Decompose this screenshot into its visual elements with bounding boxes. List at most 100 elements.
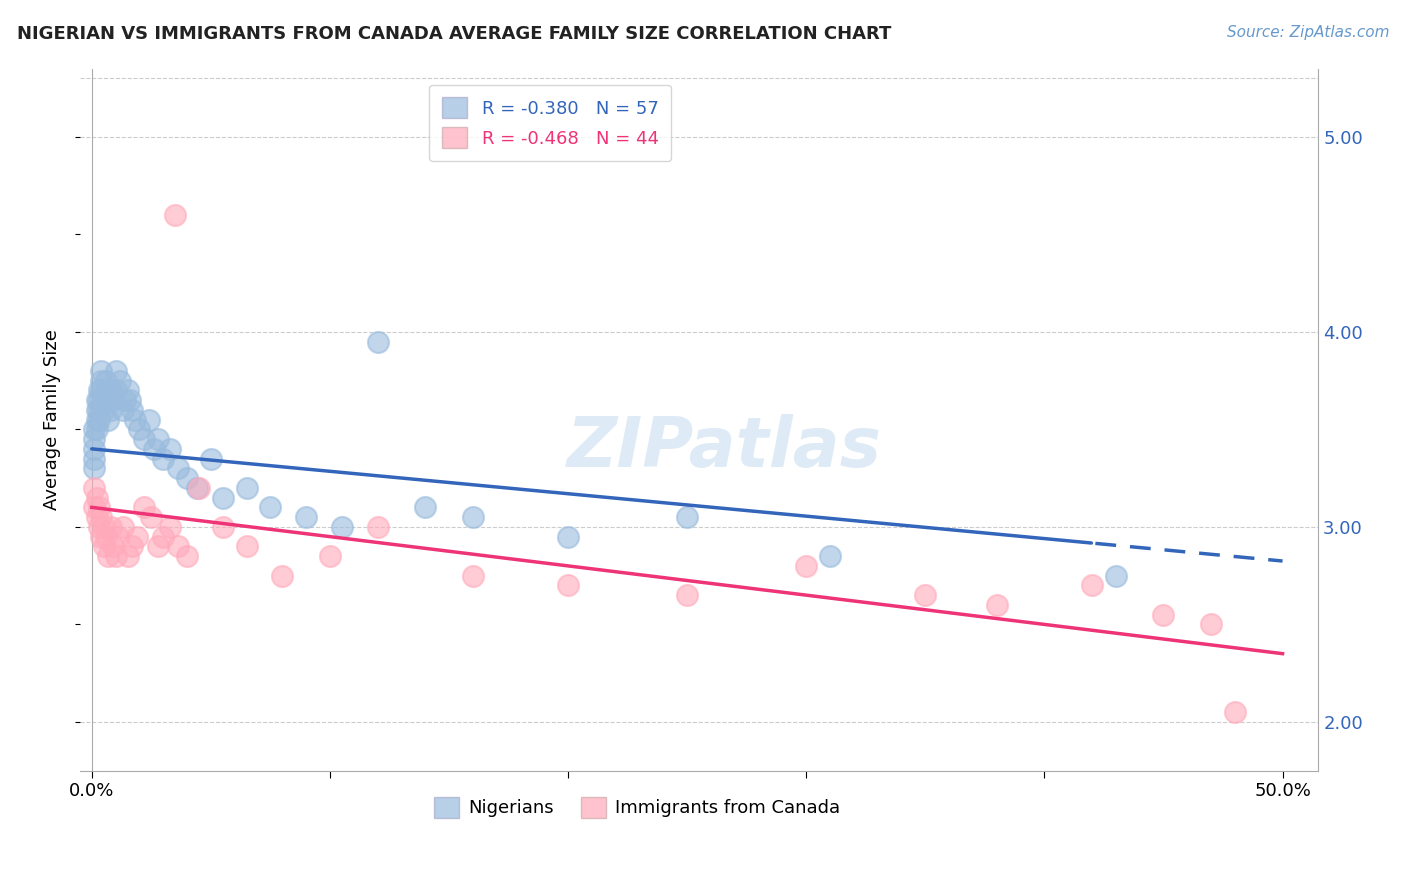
Point — [87, 412, 110, 426]
Point — [97, 412, 120, 426]
Point — [187, 481, 209, 495]
Point — [138, 412, 160, 426]
Legend: Nigerians, Immigrants from Canada: Nigerians, Immigrants from Canada — [426, 789, 848, 825]
Point — [134, 432, 156, 446]
Point — [159, 442, 181, 456]
Point — [121, 540, 143, 554]
Point — [148, 432, 170, 446]
Point — [557, 530, 579, 544]
Point — [107, 530, 129, 544]
Point — [90, 364, 112, 378]
Point — [152, 451, 174, 466]
Point — [818, 549, 841, 563]
Point — [367, 334, 389, 349]
Point — [1199, 617, 1222, 632]
Point — [94, 384, 117, 398]
Point — [1081, 578, 1104, 592]
Point — [86, 412, 108, 426]
Point — [176, 471, 198, 485]
Point — [83, 442, 105, 456]
Point — [124, 412, 146, 426]
Point — [676, 510, 699, 524]
Point — [461, 568, 484, 582]
Point — [86, 510, 108, 524]
Point — [159, 520, 181, 534]
Point — [117, 384, 139, 398]
Point — [1105, 568, 1128, 582]
Point — [104, 364, 127, 378]
Point — [128, 422, 150, 436]
Point — [86, 491, 108, 505]
Point — [134, 500, 156, 515]
Point — [90, 530, 112, 544]
Point — [676, 588, 699, 602]
Point — [97, 393, 120, 408]
Point — [90, 374, 112, 388]
Point — [125, 530, 148, 544]
Point — [83, 432, 105, 446]
Point — [1153, 607, 1175, 622]
Point — [165, 208, 187, 222]
Point — [100, 384, 122, 398]
Point — [914, 588, 936, 602]
Point — [235, 540, 257, 554]
Point — [83, 500, 105, 515]
Point — [200, 451, 222, 466]
Point — [330, 520, 353, 534]
Point — [87, 393, 110, 408]
Point — [121, 402, 143, 417]
Point — [211, 491, 233, 505]
Point — [166, 461, 188, 475]
Point — [87, 500, 110, 515]
Point — [148, 540, 170, 554]
Point — [111, 520, 134, 534]
Point — [211, 520, 233, 534]
Y-axis label: Average Family Size: Average Family Size — [44, 329, 60, 510]
Point — [118, 393, 141, 408]
Point — [103, 540, 125, 554]
Point — [186, 481, 208, 495]
Point — [94, 530, 117, 544]
Point — [100, 520, 122, 534]
Point — [110, 374, 132, 388]
Point — [93, 393, 115, 408]
Point — [93, 520, 115, 534]
Point — [166, 540, 188, 554]
Point — [152, 530, 174, 544]
Point — [141, 510, 163, 524]
Point — [142, 442, 165, 456]
Point — [271, 568, 294, 582]
Point — [87, 520, 110, 534]
Point — [235, 481, 257, 495]
Point — [104, 384, 127, 398]
Point — [87, 384, 110, 398]
Text: NIGERIAN VS IMMIGRANTS FROM CANADA AVERAGE FAMILY SIZE CORRELATION CHART: NIGERIAN VS IMMIGRANTS FROM CANADA AVERA… — [17, 25, 891, 43]
Point — [1223, 705, 1246, 719]
Point — [117, 549, 139, 563]
Point — [83, 451, 105, 466]
Text: Source: ZipAtlas.com: Source: ZipAtlas.com — [1226, 25, 1389, 40]
Point — [83, 481, 105, 495]
Point — [83, 422, 105, 436]
Point — [94, 374, 117, 388]
Text: ZIPatlas: ZIPatlas — [567, 414, 882, 481]
Point — [93, 402, 115, 417]
Point — [794, 558, 817, 573]
Point — [86, 402, 108, 417]
Point — [319, 549, 342, 563]
Point — [295, 510, 318, 524]
Point — [87, 402, 110, 417]
Point — [103, 393, 125, 408]
Point — [114, 393, 136, 408]
Point — [259, 500, 281, 515]
Point — [97, 549, 120, 563]
Point — [176, 549, 198, 563]
Point — [100, 402, 122, 417]
Point — [557, 578, 579, 592]
Point — [83, 461, 105, 475]
Point — [86, 422, 108, 436]
Point — [986, 598, 1008, 612]
Point — [90, 384, 112, 398]
Point — [367, 520, 389, 534]
Point — [413, 500, 436, 515]
